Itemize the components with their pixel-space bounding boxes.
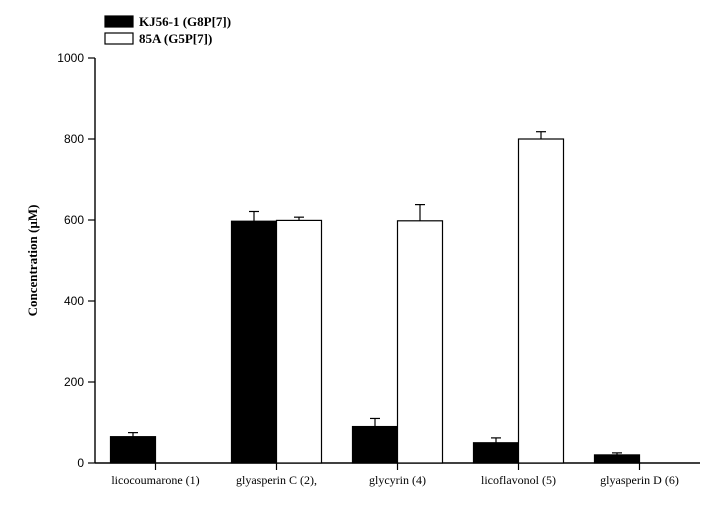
legend-swatch xyxy=(105,16,133,27)
bar xyxy=(398,221,443,463)
chart-container: 0 200 400 600 800 1000 Concentration (µM) KJ56-… xyxy=(0,0,722,508)
y-tick-label: 800 xyxy=(64,132,84,146)
y-tick-label: 200 xyxy=(64,375,84,389)
y-axis-title: Concentration (µM) xyxy=(25,205,40,317)
legend-label: 85A (G5P[7]) xyxy=(139,31,212,46)
legend-swatch xyxy=(105,33,133,44)
bar xyxy=(595,455,640,463)
legend-label: KJ56-1 (G8P[7]) xyxy=(139,14,231,29)
y-tick-label: 600 xyxy=(64,213,84,227)
x-category-label: glycyrin (4) xyxy=(369,473,426,487)
bar xyxy=(519,139,564,463)
bar xyxy=(277,220,322,463)
y-tick-label: 1000 xyxy=(57,51,84,65)
x-category-label: glyasperin D (6) xyxy=(600,473,679,487)
bar-chart: 0 200 400 600 800 1000 Concentration (µM) KJ56-… xyxy=(0,0,722,508)
bar xyxy=(232,221,277,463)
bar xyxy=(353,427,398,463)
x-category-label: licoflavonol (5) xyxy=(481,473,556,487)
y-tick-label: 400 xyxy=(64,294,84,308)
bar xyxy=(474,443,519,463)
x-category-label: licocoumarone (1) xyxy=(111,473,199,487)
y-tick-label: 0 xyxy=(77,456,84,470)
x-category-label: glyasperin C (2), xyxy=(236,473,317,487)
bar xyxy=(111,437,156,463)
